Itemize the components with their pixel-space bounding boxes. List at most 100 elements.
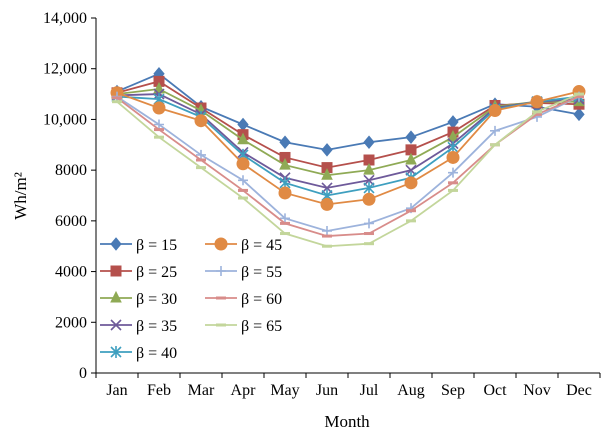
data-point: [490, 125, 500, 136]
x-tick-label: Dec: [566, 382, 592, 399]
legend-label: β = 15: [136, 237, 177, 254]
x-tick-label: Jul: [360, 382, 379, 399]
y-tick-label: 14,000: [43, 10, 87, 27]
series-line: [116, 95, 580, 197]
y-axis-title: Wh/m²: [11, 172, 30, 220]
legend-label: β = 45: [241, 237, 282, 254]
data-point: [154, 128, 164, 132]
legend-item: β = 55: [205, 264, 282, 281]
legend-marker: [214, 237, 228, 251]
data-point: [573, 107, 585, 122]
series-line: [116, 88, 579, 177]
legend-marker: [110, 319, 122, 331]
legend-item: β = 45: [205, 237, 282, 254]
legend-marker: [110, 290, 122, 303]
y-tick-labels: 0 2000 4000 6000 8000 10,000 12,000 14,000: [43, 10, 87, 382]
x-tick-labels: Jan Feb Mar Apr May Jun Jul Aug Sep Oct Nov Dec: [106, 382, 592, 399]
x-tick-label: Feb: [147, 382, 171, 399]
x-tick-label: Jan: [106, 382, 127, 399]
data-point: [112, 96, 122, 100]
data-point: [154, 119, 164, 130]
legend-label: β = 25: [136, 264, 177, 281]
y-tick-label: 4000: [55, 264, 87, 281]
legend-label: β = 30: [136, 291, 177, 308]
series-lines: [110, 67, 586, 248]
legend-marker: [110, 265, 122, 277]
x-axis-title: Month: [324, 412, 370, 431]
x-tick-label: May: [270, 382, 299, 399]
series-line: [116, 90, 580, 206]
legend-marker: [110, 346, 122, 358]
data-point: [280, 213, 290, 224]
data-point: [237, 117, 249, 132]
data-point: [154, 135, 164, 139]
data-point: [448, 167, 458, 178]
y-tick-label: 2000: [55, 314, 87, 331]
legend-marker: [110, 237, 122, 251]
y-tick-label: 6000: [55, 213, 87, 230]
data-point: [488, 104, 502, 118]
data-point: [320, 197, 334, 211]
y-tick-label: 8000: [55, 162, 87, 179]
data-point: [280, 232, 290, 236]
data-point: [405, 130, 417, 144]
series-line: [116, 95, 580, 232]
series-line: [116, 72, 580, 151]
data-point: [112, 100, 122, 104]
legend-marker: [216, 266, 226, 276]
legend-label: β = 55: [241, 264, 282, 281]
data-point: [278, 186, 292, 200]
legend-item: β = 30: [100, 290, 177, 308]
data-point: [363, 135, 375, 150]
data-point: [280, 221, 290, 225]
data-point: [364, 218, 374, 229]
legend-marker: [216, 296, 226, 300]
legend-item: β = 25: [100, 264, 177, 281]
series-7: [112, 95, 584, 238]
series-line: [116, 93, 580, 248]
data-point: [363, 181, 375, 194]
y-tick-label: 10,000: [43, 111, 87, 128]
legend-item: β = 65: [205, 318, 282, 335]
x-tick-label: Jun: [316, 382, 338, 399]
data-point: [574, 92, 584, 96]
data-point: [238, 175, 248, 186]
series-line: [116, 93, 580, 189]
legend-item: β = 15: [100, 237, 177, 254]
legend-item: β = 60: [205, 291, 282, 308]
data-point: [279, 157, 291, 170]
data-point: [322, 234, 332, 238]
data-point: [238, 196, 248, 200]
data-point: [532, 112, 542, 116]
data-point: [322, 226, 332, 236]
data-point: [490, 143, 500, 147]
data-point: [446, 150, 460, 164]
data-point: [196, 166, 206, 170]
y-tick-label: 0: [79, 365, 87, 382]
legend: β = 15 β = 25 β = 30 β = 35 β = 40 β = 45 β = …: [100, 237, 282, 362]
legend-label: β = 35: [136, 318, 177, 335]
legend-marker: [216, 323, 226, 327]
data-point: [322, 244, 332, 248]
data-point: [406, 219, 416, 223]
data-point: [530, 95, 544, 109]
data-point: [406, 209, 416, 213]
data-point: [321, 143, 333, 157]
legend-label: β = 40: [136, 345, 177, 362]
legend-item: β = 40: [100, 345, 177, 362]
data-point: [574, 95, 584, 99]
data-point: [237, 132, 249, 145]
series-8: [112, 92, 584, 248]
y-tick-label: 12,000: [43, 61, 87, 78]
axes: [91, 17, 601, 378]
legend-label: β = 65: [241, 318, 282, 335]
data-point: [532, 110, 542, 114]
data-point: [236, 157, 250, 171]
data-point: [362, 192, 376, 206]
data-point: [238, 188, 248, 192]
data-point: [279, 135, 291, 150]
x-tick-label: Oct: [483, 382, 507, 399]
data-point: [447, 130, 459, 142]
legend-label: β = 60: [241, 291, 282, 308]
